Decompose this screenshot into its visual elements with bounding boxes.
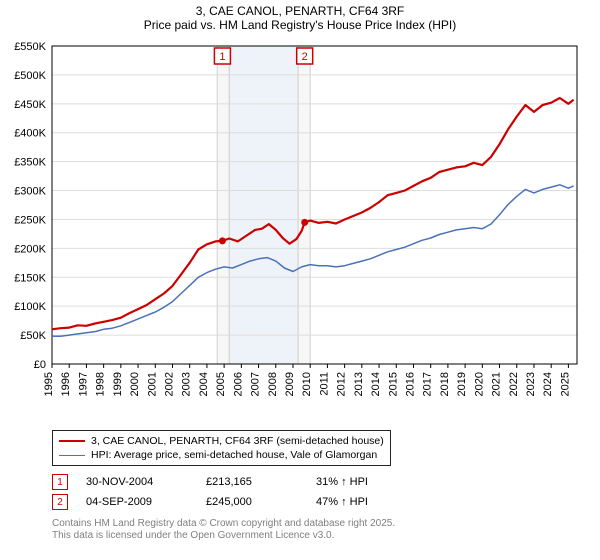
x-tick-label: 2003 [181,372,193,396]
x-tick-label: 2011 [318,372,330,396]
y-tick-label: £0 [34,359,46,371]
footer-line1: Contains HM Land Registry data © Crown c… [52,518,395,530]
x-tick-label: 2002 [163,372,175,396]
shaded-band [229,46,298,364]
x-tick-label: 2007 [250,372,262,396]
x-tick-label: 2000 [129,372,141,396]
x-tick-label: 1999 [112,372,124,396]
footer-line2: This data is licensed under the Open Gov… [52,530,395,542]
sale-row-badge: 2 [52,494,68,510]
x-tick-label: 2014 [370,372,382,396]
chart-svg: £0 £50K £100K £150K £200K £250K £300K £350K £400… [0,38,600,418]
sale-marker-dot [301,219,308,226]
sale-marker-dot [219,237,226,244]
y-tick-label: £50K [20,330,46,342]
sale-marker-number: 1 [219,51,225,63]
legend-item: HPI: Average price, semi-detached house,… [59,448,384,462]
sale-row-date: 04-SEP-2009 [86,496,206,508]
sale-row-badge: 1 [52,474,68,490]
chart-titles: 3, CAE CANOL, PENARTH, CF64 3RF Price pa… [0,0,600,32]
sale-marker-number: 2 [302,51,308,63]
x-tick-label: 2001 [146,372,158,396]
legend-label: 3, CAE CANOL, PENARTH, CF64 3RF (semi-de… [91,434,384,448]
x-tick-label: 2020 [473,372,485,396]
x-tick-label: 2005 [215,372,227,396]
title-address: 3, CAE CANOL, PENARTH, CF64 3RF [0,4,600,18]
y-tick-label: £200K [14,243,46,255]
x-tick-label: 1996 [60,372,72,396]
x-tick-label: 2019 [456,372,468,396]
title-subtitle: Price paid vs. HM Land Registry's House … [0,18,600,32]
x-tick-label: 2012 [336,372,348,396]
x-tick-label: 2010 [301,372,313,396]
y-tick-label: £250K [14,214,46,226]
shaded-band [298,46,310,364]
shaded-band [217,46,229,364]
legend-swatch [59,455,85,456]
y-tick-label: £550K [14,41,46,53]
footer-attribution: Contains HM Land Registry data © Crown c… [52,518,395,542]
chart-area: £0 £50K £100K £150K £200K £250K £300K £350K £400… [0,38,600,418]
x-tick-label: 2013 [353,372,365,396]
y-tick-label: £500K [14,70,46,82]
y-tick-label: £400K [14,128,46,140]
x-tick-label: 2021 [491,372,503,396]
y-tick-label: £100K [14,301,46,313]
x-tick-label: 2022 [508,372,520,396]
x-tick-label: 1998 [95,372,107,396]
x-tick-label: 1995 [43,372,55,396]
x-tick-label: 2017 [422,372,434,396]
x-tick-label: 1997 [77,372,89,396]
x-tick-label: 2015 [387,372,399,396]
x-tick-label: 2023 [525,372,537,396]
legend-label: HPI: Average price, semi-detached house,… [91,448,377,462]
y-tick-label: £300K [14,186,46,198]
sales-table: 1 30-NOV-2004£213,16531% ↑ HPI 2 04-SEP-200… [52,474,368,514]
sale-row: 1 30-NOV-2004£213,16531% ↑ HPI [52,474,368,490]
x-tick-label: 2004 [198,372,210,396]
x-tick-label: 2018 [439,372,451,396]
x-tick-label: 2016 [404,372,416,396]
x-tick-label: 2025 [559,372,571,396]
legend: 3, CAE CANOL, PENARTH, CF64 3RF (semi-de… [52,430,391,466]
sale-row-date: 30-NOV-2004 [86,476,206,488]
x-tick-label: 2006 [232,372,244,396]
sale-row-hpi: 47% ↑ HPI [316,496,368,508]
x-tick-label: 2008 [267,372,279,396]
axes-frame [52,46,577,364]
sale-row-price: £213,165 [206,476,316,488]
y-tick-label: £350K [14,157,46,169]
legend-swatch [59,440,85,442]
legend-item: 3, CAE CANOL, PENARTH, CF64 3RF (semi-de… [59,434,384,448]
sale-row-hpi: 31% ↑ HPI [316,476,368,488]
sale-row: 2 04-SEP-2009£245,00047% ↑ HPI [52,494,368,510]
sale-row-price: £245,000 [206,496,316,508]
y-tick-label: £450K [14,99,46,111]
y-tick-label: £150K [14,272,46,284]
x-tick-label: 2009 [284,372,296,396]
x-tick-label: 2024 [542,372,554,396]
